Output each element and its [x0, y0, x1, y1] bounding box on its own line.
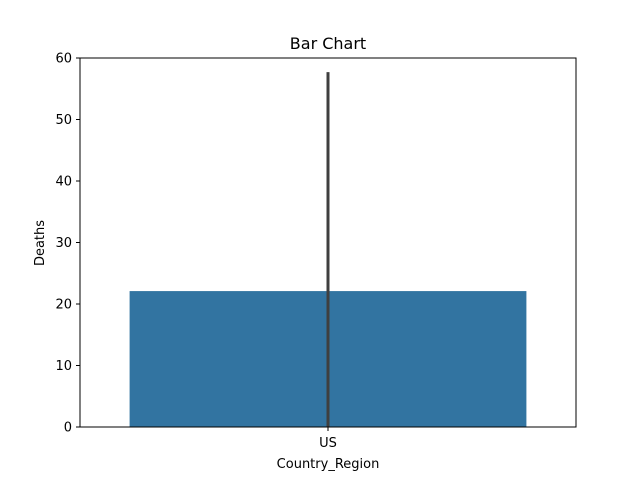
x-tick-label: US: [319, 436, 337, 451]
y-tick-label: 0: [64, 421, 72, 436]
y-tick-label: 20: [55, 298, 72, 313]
y-tick-label: 10: [55, 359, 72, 374]
chart-title: Bar Chart: [290, 34, 366, 53]
y-tick-label: 30: [55, 236, 72, 251]
x-axis: US: [319, 427, 337, 451]
x-axis-label: Country_Region: [277, 457, 380, 472]
y-axis: 0 10 20 30 40 50 60: [55, 52, 80, 436]
y-axis-label: Deaths: [33, 220, 48, 266]
plot-area: [129, 72, 527, 427]
y-tick-label: 50: [55, 113, 72, 128]
y-tick-label: 60: [55, 52, 72, 67]
y-tick-label: 40: [55, 175, 72, 190]
